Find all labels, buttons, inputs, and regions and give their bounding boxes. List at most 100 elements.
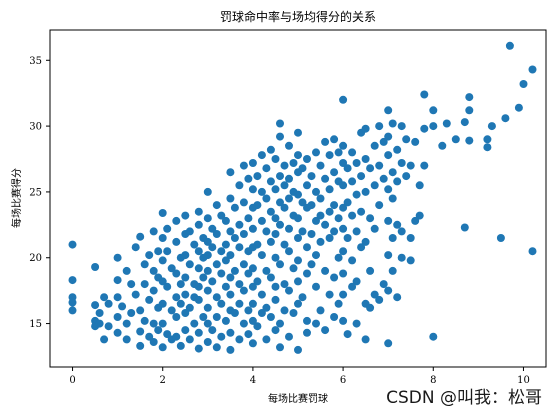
data-point	[208, 224, 217, 233]
data-point	[158, 319, 167, 328]
data-point	[136, 306, 145, 315]
data-point	[113, 313, 122, 321]
data-point	[253, 201, 262, 210]
data-point	[163, 282, 172, 291]
data-point	[212, 313, 221, 321]
data-point	[266, 145, 275, 154]
data-point	[91, 301, 100, 310]
data-point	[145, 295, 154, 304]
data-point	[339, 224, 348, 233]
data-point	[276, 260, 284, 269]
data-point	[460, 223, 469, 232]
data-point	[397, 227, 406, 236]
data-point	[248, 185, 257, 194]
data-point	[276, 343, 284, 352]
data-point	[248, 316, 257, 325]
data-point	[352, 319, 361, 328]
data-point	[140, 260, 149, 269]
data-point	[68, 276, 77, 285]
data-point	[276, 119, 284, 128]
data-point	[253, 277, 262, 286]
data-point	[199, 273, 208, 282]
data-point	[339, 159, 348, 167]
data-point	[113, 276, 122, 285]
data-point	[330, 227, 339, 236]
x-axis: 0 2 4 6 8 10	[69, 367, 530, 386]
data-point	[312, 216, 320, 225]
data-point	[253, 322, 262, 331]
data-point	[406, 161, 415, 170]
data-point	[366, 266, 375, 275]
x-tick-label: 10	[517, 375, 530, 386]
data-point	[339, 95, 348, 104]
data-point	[370, 224, 379, 233]
data-point	[176, 280, 185, 289]
x-axis-label: 每场比赛罚球	[268, 392, 328, 405]
data-point	[239, 286, 248, 295]
data-point	[321, 137, 330, 146]
data-point	[339, 269, 348, 278]
data-point	[158, 234, 167, 242]
data-point	[316, 211, 325, 220]
data-point	[212, 201, 221, 210]
y-tick-label: 25	[29, 187, 42, 198]
data-point	[361, 124, 370, 133]
data-point	[352, 227, 361, 236]
data-point	[185, 260, 194, 269]
y-tick-label: 30	[29, 122, 42, 133]
data-point	[226, 328, 235, 337]
data-point	[172, 237, 181, 246]
data-point	[149, 266, 158, 275]
data-point	[131, 243, 140, 252]
data-point	[357, 172, 366, 181]
y-axis: 15 20 25 30 35	[29, 56, 50, 330]
data-point	[411, 137, 420, 146]
data-point	[266, 237, 275, 246]
data-point	[271, 326, 280, 335]
data-point	[375, 161, 384, 170]
data-point	[375, 201, 384, 210]
data-point	[415, 181, 424, 190]
data-point	[366, 214, 375, 223]
y-tick-label: 15	[29, 319, 42, 330]
data-point	[68, 298, 77, 307]
data-point	[235, 220, 244, 229]
data-point	[393, 293, 402, 302]
data-point	[244, 330, 253, 339]
data-point	[406, 234, 415, 242]
data-point	[312, 282, 320, 291]
data-point	[140, 280, 149, 289]
data-point	[298, 293, 307, 302]
data-point	[226, 194, 235, 203]
data-point	[172, 332, 181, 341]
data-point	[384, 151, 393, 160]
data-point	[429, 106, 438, 115]
data-point	[348, 282, 357, 291]
data-point	[361, 335, 370, 344]
data-point	[230, 309, 239, 317]
data-point	[172, 216, 181, 225]
data-point	[221, 216, 230, 225]
data-point	[303, 269, 311, 278]
data-point	[100, 335, 109, 344]
data-point	[294, 345, 302, 354]
data-point	[239, 161, 248, 170]
data-point	[438, 141, 447, 150]
data-point	[185, 335, 194, 344]
y-tick-label: 35	[29, 56, 42, 67]
data-point	[285, 332, 293, 341]
data-point	[68, 306, 77, 315]
x-tick-label: 2	[160, 375, 166, 386]
data-point	[388, 194, 397, 203]
data-point	[235, 335, 244, 344]
data-point	[235, 280, 244, 289]
data-point	[266, 207, 275, 216]
data-point	[397, 122, 406, 131]
data-point	[451, 135, 460, 144]
data-point	[136, 232, 145, 241]
data-point	[230, 203, 239, 212]
data-point	[483, 143, 492, 152]
data-point	[262, 335, 271, 344]
data-point	[221, 240, 230, 249]
